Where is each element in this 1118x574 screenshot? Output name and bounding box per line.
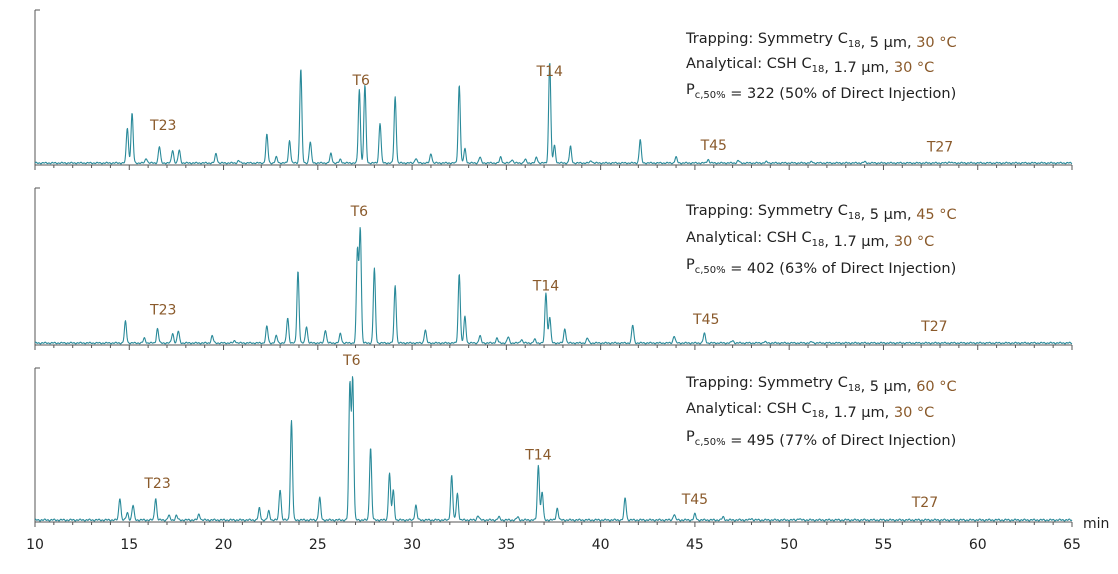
x-axis-unit-label: min (1083, 516, 1109, 532)
condition-text: Analytical: CSH C (686, 401, 812, 417)
peak-label-t23: T23 (143, 476, 170, 492)
condition-text: P (686, 82, 695, 98)
condition-text: , 5 µm, (861, 379, 917, 395)
peak-label-t45: T45 (700, 138, 727, 154)
condition-text: = 322 (50% of Direct Injection) (726, 86, 957, 102)
condition-line-3: Pc,50% = 402 (63% of Direct Injection) (686, 257, 956, 277)
condition-text: Trapping: Symmetry C (685, 375, 848, 391)
x-tick-label: 30 (403, 537, 421, 553)
peak-label-t14: T14 (532, 278, 559, 294)
condition-line-3: Pc,50% = 322 (50% of Direct Injection) (686, 82, 956, 102)
x-tick-label: 60 (969, 537, 987, 553)
condition-text: , 1.7 µm, (824, 60, 893, 76)
condition-text: Trapping: Symmetry C (685, 31, 848, 47)
condition-text: 30 °C (916, 35, 956, 51)
condition-text: 30 °C (894, 60, 934, 76)
subscript: 18 (848, 383, 861, 394)
peak-label-t27: T27 (920, 319, 947, 335)
peak-label-t14: T14 (536, 64, 563, 80)
peak-label-t45: T45 (692, 312, 719, 328)
condition-text: P (686, 257, 695, 273)
subscript: 18 (848, 211, 861, 222)
x-tick-label: 10 (26, 537, 44, 553)
peak-label-t27: T27 (911, 495, 938, 511)
condition-text: 30 °C (894, 234, 934, 250)
subscript: 18 (848, 39, 861, 50)
x-tick-label: 25 (309, 537, 327, 553)
condition-text: P (686, 429, 695, 445)
condition-text: = 495 (77% of Direct Injection) (726, 433, 957, 449)
condition-line-1: Trapping: Symmetry C18, 5 µm, 45 °C (685, 203, 957, 223)
condition-text: Trapping: Symmetry C (685, 203, 848, 219)
subscript: c,50% (695, 437, 726, 448)
condition-text: = 402 (63% of Direct Injection) (726, 261, 957, 277)
condition-line-2: Analytical: CSH C18, 1.7 µm, 30 °C (686, 230, 934, 250)
x-tick-label: 35 (497, 537, 515, 553)
x-tick-label: 45 (686, 537, 704, 553)
subscript: c,50% (695, 265, 726, 276)
chromatogram-trace (34, 227, 1073, 345)
subscript: 18 (812, 64, 825, 75)
condition-text: 30 °C (894, 405, 934, 421)
condition-text: , 5 µm, (861, 35, 917, 51)
condition-text: 45 °C (916, 207, 956, 223)
condition-text: , 1.7 µm, (824, 405, 893, 421)
x-tick-label: 65 (1063, 537, 1081, 553)
peak-label-t6: T6 (351, 73, 370, 89)
peak-label-t23: T23 (149, 302, 176, 318)
condition-text: Analytical: CSH C (686, 56, 812, 72)
subscript: c,50% (695, 90, 726, 101)
x-tick-label: 15 (120, 537, 138, 553)
condition-text: , 1.7 µm, (824, 234, 893, 250)
condition-text: 60 °C (916, 379, 956, 395)
peak-label-t6: T6 (350, 204, 369, 220)
condition-line-2: Analytical: CSH C18, 1.7 µm, 30 °C (686, 401, 934, 421)
chromatogram-trace (34, 376, 1073, 522)
peak-label-t23: T23 (149, 118, 176, 134)
x-tick-label: 50 (780, 537, 798, 553)
subscript: 18 (812, 238, 825, 249)
x-tick-label: 40 (592, 537, 610, 553)
x-tick-label: 20 (215, 537, 233, 553)
chromatogram-trace (34, 63, 1073, 165)
condition-text: , 5 µm, (861, 207, 917, 223)
condition-line-1: Trapping: Symmetry C18, 5 µm, 30 °C (685, 31, 957, 51)
peak-label-t45: T45 (681, 492, 708, 508)
condition-line-2: Analytical: CSH C18, 1.7 µm, 30 °C (686, 56, 934, 76)
peak-label-t6: T6 (342, 353, 361, 369)
peak-label-t14: T14 (524, 448, 551, 464)
condition-line-1: Trapping: Symmetry C18, 5 µm, 60 °C (685, 375, 957, 395)
subscript: 18 (812, 409, 825, 420)
x-tick-label: 55 (875, 537, 893, 553)
condition-line-3: Pc,50% = 495 (77% of Direct Injection) (686, 429, 956, 449)
peak-label-t27: T27 (926, 139, 953, 155)
condition-text: Analytical: CSH C (686, 230, 812, 246)
